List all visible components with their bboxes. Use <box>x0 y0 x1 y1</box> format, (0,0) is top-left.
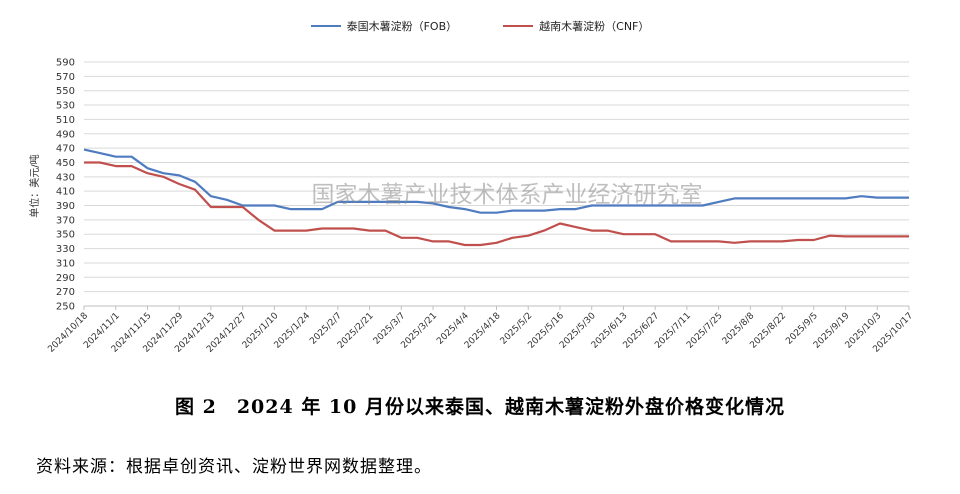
source-note: 资料来源：根据卓创资讯、淀粉世界网数据整理。 <box>36 457 432 477</box>
y-tick-label: 290 <box>56 273 75 284</box>
legend-label-viet: 越南木薯淀粉（CNF） <box>539 20 650 33</box>
x-tick-label: 2024/10/18 <box>46 311 90 355</box>
y-tick-label: 550 <box>56 86 75 97</box>
y-tick-label: 370 <box>56 215 75 226</box>
y-tick-label: 250 <box>56 302 75 313</box>
y-tick-label: 270 <box>56 287 75 298</box>
legend-item-viet: 越南木薯淀粉（CNF） <box>503 14 649 38</box>
y-tick-label: 430 <box>56 172 75 183</box>
y-tick-label: 590 <box>56 58 75 69</box>
y-tick-label: 530 <box>56 101 75 112</box>
y-tick-label: 330 <box>56 244 75 255</box>
chart-legend: 泰国木薯淀粉（FOB） 越南木薯淀粉（CNF） <box>0 14 960 38</box>
series-line-viet <box>84 161 909 247</box>
y-tick-label: 470 <box>56 144 75 155</box>
gridlines <box>84 61 909 293</box>
y-tick-label: 510 <box>56 115 75 126</box>
y-tick-label: 570 <box>56 72 75 83</box>
line-chart: 250 270 290 310 330 350 370 390 410 430 450 470 490 5… <box>28 58 915 355</box>
legend-label-thai: 泰国木薯淀粉（FOB） <box>346 20 458 33</box>
y-tick-label: 390 <box>56 201 75 212</box>
y-tick-label: 410 <box>56 187 75 198</box>
watermark-text: 国家木薯产业技术体系产业经济研究室 <box>312 182 703 208</box>
y-tick-label: 310 <box>56 258 75 269</box>
legend-item-thai: 泰国木薯淀粉（FOB） <box>310 14 458 38</box>
y-axis-ticks: 250 270 290 310 330 350 370 390 410 430 450 470 490 5… <box>56 58 75 313</box>
series-line-thai <box>83 148 909 214</box>
series-lines <box>83 148 909 247</box>
figure-caption: 图 2 2024 年 10 月份以来泰国、越南木薯淀粉外盘价格变化情况 <box>174 396 785 418</box>
y-axis-label: 单位：美元/吨 <box>28 154 41 217</box>
y-tick-label: 450 <box>56 158 75 169</box>
y-tick-label: 350 <box>56 230 75 241</box>
legend-swatch-thai <box>310 25 341 27</box>
y-tick-label: 490 <box>56 129 75 140</box>
x-axis-ticks: 2024/10/182024/11/12024/11/152024/11/292… <box>46 306 915 355</box>
legend-swatch-viet <box>503 25 534 27</box>
